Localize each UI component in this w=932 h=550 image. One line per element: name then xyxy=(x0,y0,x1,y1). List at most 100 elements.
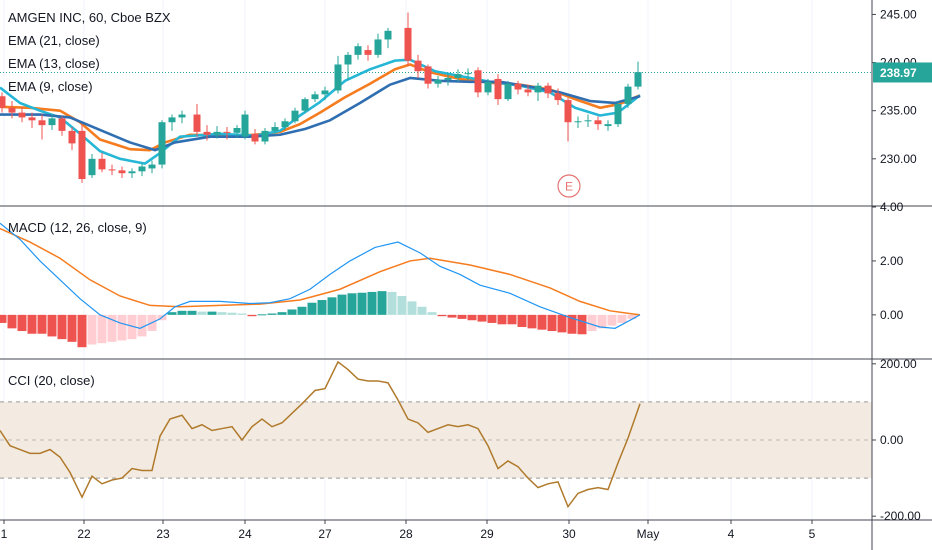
candle xyxy=(261,128,269,145)
candle xyxy=(554,88,562,105)
candle xyxy=(614,101,622,128)
candle-body xyxy=(108,169,116,171)
candle xyxy=(494,74,502,105)
cci-line xyxy=(0,360,641,509)
candle-body xyxy=(38,120,46,126)
candle xyxy=(514,80,522,95)
ema-21-label[interactable]: EMA (21, close) xyxy=(8,33,100,48)
price-tick-label: 245.00 xyxy=(880,7,917,21)
candle xyxy=(98,153,106,173)
macd-histogram-bar xyxy=(187,310,197,315)
candle xyxy=(404,12,412,67)
macd-histogram-bar xyxy=(317,300,327,315)
candle xyxy=(48,114,56,130)
candle-body xyxy=(504,83,512,100)
candle xyxy=(68,127,76,151)
macd-histogram-bar xyxy=(7,314,17,329)
symbol-title[interactable]: AMGEN INC, 60, Cboe BZX xyxy=(8,10,171,25)
candle-body xyxy=(434,79,442,84)
time-tick-label: 5 xyxy=(809,527,816,541)
time-tick-label: 22 xyxy=(77,527,91,541)
earnings-circle xyxy=(557,174,581,198)
candle-body xyxy=(364,50,372,55)
macd-histogram-bar xyxy=(417,306,427,315)
macd-histogram-bar xyxy=(457,314,467,319)
macd-histogram-bar xyxy=(617,314,627,323)
macd-histogram-bar xyxy=(267,313,277,315)
macd-histogram-bar xyxy=(87,314,97,345)
macd-histogram-bar xyxy=(97,314,107,344)
candle-body xyxy=(58,118,66,131)
candle-body xyxy=(128,171,136,174)
macd-tick-label: 0.00 xyxy=(880,308,904,322)
candle xyxy=(8,101,16,119)
candle xyxy=(193,103,201,137)
macd-histogram-bar xyxy=(247,314,257,317)
macd-histogram-bar xyxy=(137,314,147,337)
candle xyxy=(18,106,26,123)
macd-histogram-bar xyxy=(397,295,407,315)
candle xyxy=(584,114,592,128)
candle xyxy=(271,122,279,135)
candle-body xyxy=(354,46,362,55)
macd-histogram-bar xyxy=(277,312,287,315)
time-tick-label: 24 xyxy=(238,527,252,541)
macd-histogram-bar xyxy=(477,314,487,322)
candle xyxy=(203,125,211,141)
candle xyxy=(58,116,66,136)
candle-body xyxy=(301,99,309,111)
macd-histogram-bar xyxy=(407,301,417,315)
candle xyxy=(311,91,319,103)
main-pane-legend: AMGEN INC, 60, Cboe BZX EMA (21, close) … xyxy=(8,6,171,98)
candle xyxy=(384,27,392,49)
candle-body xyxy=(604,124,612,127)
candle xyxy=(28,112,36,129)
cci-label[interactable]: CCI (20, close) xyxy=(8,373,95,388)
macd-line xyxy=(0,222,641,329)
candle xyxy=(534,82,542,102)
time-tick-label: 29 xyxy=(480,527,494,541)
macd-histogram-bar xyxy=(27,314,37,334)
macd-histogram-bar xyxy=(297,306,307,315)
candle-body xyxy=(281,121,289,128)
candle xyxy=(434,76,442,88)
macd-label[interactable]: MACD (12, 26, close, 9) xyxy=(8,220,147,235)
candle-body xyxy=(334,64,342,91)
ema-9-label[interactable]: EMA (9, close) xyxy=(8,79,93,94)
candle-body xyxy=(464,73,472,75)
time-tick-label: 1 xyxy=(1,527,8,541)
candle xyxy=(78,124,86,183)
macd-signal-line xyxy=(0,227,641,316)
candle xyxy=(241,110,249,140)
candle-body xyxy=(203,131,211,135)
candle-body xyxy=(594,120,602,125)
candle-body xyxy=(584,120,592,122)
macd-histogram-bar xyxy=(497,314,507,325)
candle-body xyxy=(261,130,269,142)
macd-histogram-bar xyxy=(347,293,357,315)
candle xyxy=(354,43,362,60)
candle-body xyxy=(98,158,106,170)
macd-histogram-bar xyxy=(337,294,347,315)
last-price-label: 238.97 xyxy=(880,66,917,80)
candle xyxy=(148,160,156,174)
candle-body xyxy=(233,128,241,133)
candle-body xyxy=(158,122,166,165)
macd-histogram-bar xyxy=(17,314,27,332)
macd-histogram-bar xyxy=(537,314,547,330)
candle xyxy=(138,163,146,177)
candle xyxy=(444,73,452,86)
candle-body xyxy=(524,89,532,93)
candle-body xyxy=(28,117,36,121)
candle-body xyxy=(168,117,176,123)
candle-body xyxy=(0,96,6,108)
candle-body xyxy=(494,78,502,100)
ema-13-label[interactable]: EMA (13, close) xyxy=(8,56,100,71)
candle xyxy=(251,128,259,145)
macd-histogram-bar xyxy=(257,314,267,316)
candle-body xyxy=(444,77,452,80)
candle xyxy=(291,107,299,124)
macd-histogram-bar xyxy=(127,314,137,340)
candle-body xyxy=(148,164,156,169)
